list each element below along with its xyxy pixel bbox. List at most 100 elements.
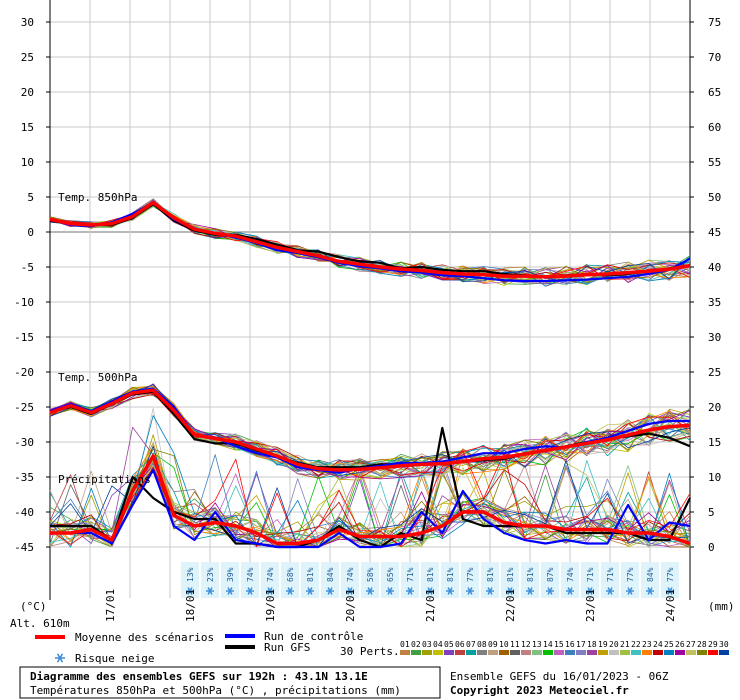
legend-control-label: Run de contrôle [264, 630, 363, 643]
date-label: 22/01 [504, 589, 517, 622]
left-tick-label: 10 [21, 156, 34, 169]
pert-number-label: 30 [719, 640, 729, 649]
pert-number-label: 10 [499, 640, 509, 649]
copyright-label: Copyright 2023 Meteociel.fr [450, 684, 629, 697]
snowflake-stroke [627, 587, 633, 595]
pert-color-swatch [697, 650, 707, 655]
snowflake-stroke [347, 587, 353, 595]
snow-risk-pct: 71% [406, 567, 415, 582]
snow-risk-pct: 77% [466, 567, 475, 582]
pert-number-label: 25 [664, 640, 674, 649]
left-tick-label: -20 [14, 366, 34, 379]
snowflake-stroke [487, 587, 493, 595]
pert-color-swatch [543, 650, 553, 655]
pert-23-precip-line [49, 446, 691, 545]
info-box [19, 666, 441, 699]
pert-20-precip-line [49, 407, 691, 548]
left-tick-label: 5 [27, 191, 34, 204]
snow-risk-cell [561, 562, 579, 598]
pert-color-swatch [708, 650, 718, 655]
pert-color-swatch [576, 650, 586, 655]
pert-color-swatch [631, 650, 641, 655]
pert-30-precip-line [49, 445, 691, 548]
pert-color-swatch [477, 650, 487, 655]
pert-number-label: 24 [653, 640, 663, 649]
snow-risk-cell [641, 562, 659, 598]
snow-risk-pct: 81% [506, 567, 515, 582]
ensemble-run-label: Ensemble GEFS du 16/01/2023 - 06Z [450, 670, 669, 683]
axis-ticks: 302520151050-5-10-15-20-25-30-35-40-4575… [14, 16, 721, 622]
right-tick-label: 75 [708, 16, 721, 29]
pert-number-label: 01 [400, 640, 410, 649]
left-tick-label: -45 [14, 541, 34, 554]
snowflake-stroke [547, 587, 553, 595]
snowflake-stroke [607, 587, 613, 595]
snowflake-icon [666, 587, 674, 595]
left-tick-label: -10 [14, 296, 34, 309]
pert-color-swatch [587, 650, 597, 655]
date-label: 21/01 [424, 589, 437, 622]
pert-number-label: 21 [620, 640, 630, 649]
snowflake-icon [566, 587, 574, 595]
snow-risk-cell [581, 562, 599, 598]
run-gfsprecip-line [50, 426, 691, 549]
legend: Moyenne des scénarios Run de contrôle Ru… [35, 630, 729, 665]
pert-color-swatch [620, 650, 630, 655]
snow-risk-pct: 84% [646, 567, 655, 582]
right-tick-label: 10 [708, 471, 721, 484]
snowflake-icon [55, 653, 65, 663]
snowflake-stroke [467, 587, 473, 595]
snowflake-stroke [367, 587, 373, 595]
snowflake-icon [366, 587, 374, 595]
snowflake-icon [586, 587, 594, 595]
precip-label: Précipitations [58, 473, 151, 486]
snow-risk-cell [241, 562, 259, 598]
snowflake-icon [606, 587, 614, 595]
pert-number-label: 07 [466, 640, 476, 649]
snowflake-stroke [187, 587, 193, 595]
date-label: 20/01 [344, 589, 357, 622]
left-tick-label: -15 [14, 331, 34, 344]
snowflake-stroke [267, 587, 273, 595]
snowflake-stroke [647, 587, 653, 595]
info-subtitle: Températures 850hPa et 500hPa (°C) , pré… [30, 684, 401, 697]
snowflake-stroke [527, 587, 533, 595]
altitude-label: Alt. 610m [10, 617, 70, 630]
snow-risk-cell [461, 562, 479, 598]
right-tick-label: 65 [708, 86, 721, 99]
snow-risk-pct: 74% [566, 567, 575, 582]
legend-mean-label: Moyenne des scénarios [75, 631, 214, 644]
pert-number-label: 26 [675, 640, 685, 649]
snow-risk-row: 13% 23% 39% 74% 74% 68% 81% 84% 74% 58% 65% 71% 81% 8… [181, 562, 679, 598]
pert-number-label: 15 [554, 640, 564, 649]
right-tick-label: 40 [708, 261, 721, 274]
right-tick-label: 50 [708, 191, 721, 204]
series-lines [49, 198, 691, 549]
legend-gfs-label: Run GFS [264, 641, 310, 654]
pert-color-swatch [664, 650, 674, 655]
snow-risk-cell [221, 562, 239, 598]
snowflake-stroke [587, 587, 593, 595]
snowflake-icon [286, 587, 294, 595]
snowflake-icon [506, 587, 514, 595]
snow-risk-pct: 77% [626, 567, 635, 582]
snow-risk-cell [541, 562, 559, 598]
snow-risk-pct: 23% [206, 567, 215, 582]
pert-number-label: 02 [411, 640, 421, 649]
pert-color-swatch [499, 650, 509, 655]
snow-risk-pct: 81% [306, 567, 315, 582]
left-tick-label: -25 [14, 401, 34, 414]
pert-number-label: 22 [631, 640, 641, 649]
right-tick-label: 5 [708, 506, 715, 519]
left-tick-label: -30 [14, 436, 34, 449]
left-axis-unit: (°C) [20, 600, 47, 613]
snow-risk-cell [361, 562, 379, 598]
pert-number-label: 14 [543, 640, 553, 649]
left-tick-label: -40 [14, 506, 34, 519]
snowflake-icon [246, 587, 254, 595]
left-tick-label: 30 [21, 16, 34, 29]
moyenne-des-sc-nariost850-line [49, 200, 691, 279]
snowflake-stroke [327, 587, 333, 595]
pert-number-label: 27 [686, 640, 696, 649]
snow-risk-pct: 13% [186, 567, 195, 582]
